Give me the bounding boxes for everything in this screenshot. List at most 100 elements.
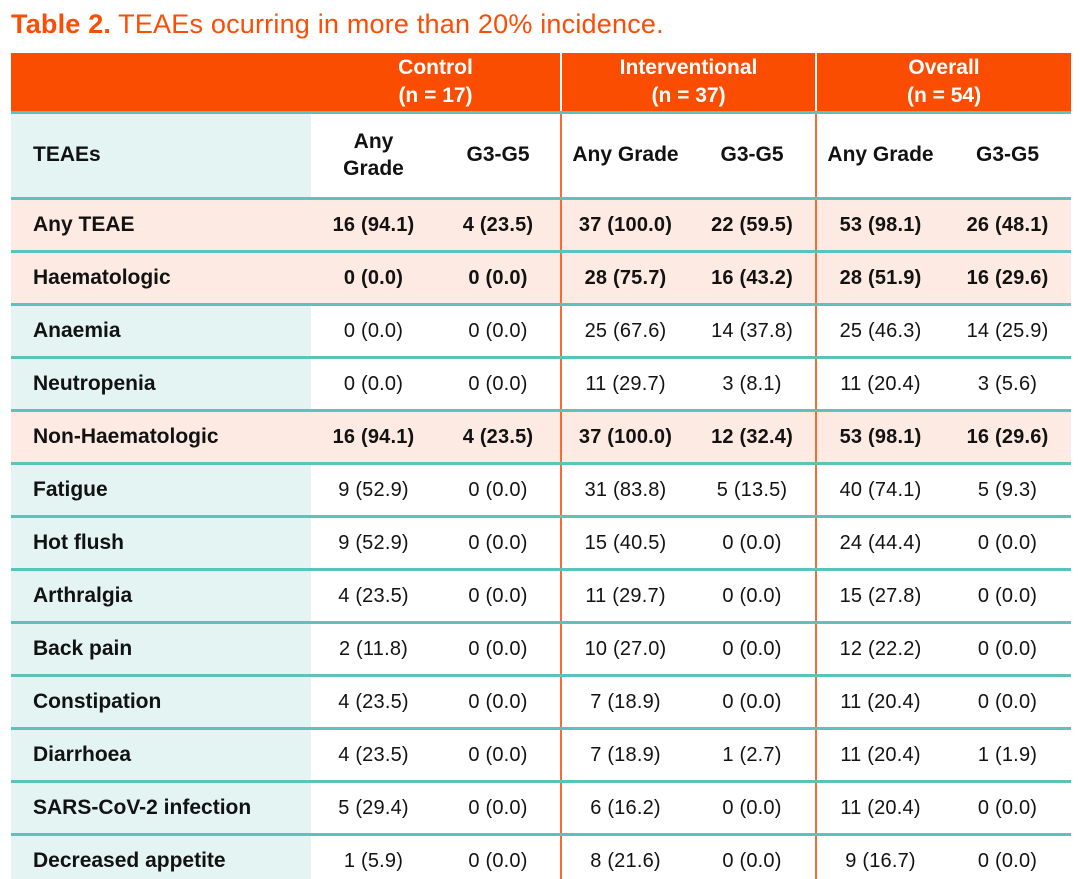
table-cell: 16 (29.6) — [944, 410, 1072, 464]
table-title-text: TEAEs ocurring in more than 20% incidenc… — [118, 9, 664, 39]
table-cell: 9 (52.9) — [311, 463, 436, 517]
table-row: Anaemia 0 (0.0) 0 (0.0) 25 (67.6) 14 (37… — [11, 304, 1072, 358]
group-header-control: Control (n = 17) — [311, 53, 561, 114]
table-cell: 26 (48.1) — [944, 198, 1072, 252]
table-cell: 1 (5.9) — [311, 834, 436, 879]
table-cell: 0 (0.0) — [689, 781, 817, 835]
table-cell: 37 (100.0) — [560, 410, 689, 464]
row-label: SARS-CoV-2 infection — [11, 781, 311, 835]
table-cell: 11 (20.4) — [815, 728, 945, 782]
table-cell: 14 (37.8) — [689, 304, 817, 358]
table-row: Constipation 4 (23.5) 0 (0.0) 7 (18.9) 0… — [11, 675, 1072, 729]
table-cell: 16 (94.1) — [311, 410, 436, 464]
group-name: Overall — [908, 55, 980, 79]
table-cell: 0 (0.0) — [436, 622, 561, 676]
table-cell: 25 (46.3) — [815, 304, 945, 358]
table-cell: 0 (0.0) — [944, 675, 1072, 729]
row-label: Haematologic — [11, 251, 311, 305]
table-cell: 12 (22.2) — [815, 622, 945, 676]
table-title: Table 2. TEAEs ocurring in more than 20% … — [11, 9, 1080, 40]
table-cell: 31 (83.8) — [560, 463, 689, 517]
table-cell: 8 (21.6) — [560, 834, 689, 879]
table-row: Neutropenia 0 (0.0) 0 (0.0) 11 (29.7) 3 … — [11, 357, 1072, 411]
table-cell: 0 (0.0) — [689, 569, 817, 623]
table-cell: 9 (52.9) — [311, 516, 436, 570]
table-row: Back pain 2 (11.8) 0 (0.0) 10 (27.0) 0 (… — [11, 622, 1072, 676]
table-cell: 0 (0.0) — [436, 569, 561, 623]
table-cell: 11 (20.4) — [815, 675, 945, 729]
table-cell: 0 (0.0) — [944, 622, 1072, 676]
row-label: Hot flush — [11, 516, 311, 570]
table-cell: 7 (18.9) — [560, 728, 689, 782]
row-label: Anaemia — [11, 304, 311, 358]
group-n: (n = 37) — [651, 84, 726, 107]
table-cell: 0 (0.0) — [436, 251, 561, 305]
table-cell: 22 (59.5) — [689, 198, 817, 252]
table-cell: 9 (16.7) — [815, 834, 945, 879]
table-cell: 0 (0.0) — [689, 622, 817, 676]
table-cell: 5 (13.5) — [689, 463, 817, 517]
group-name: Interventional — [619, 55, 758, 79]
table-cell: 4 (23.5) — [436, 198, 561, 252]
row-label: Back pain — [11, 622, 311, 676]
table-cell: 0 (0.0) — [311, 357, 436, 411]
table-cell: 0 (0.0) — [689, 675, 817, 729]
table-cell: 28 (75.7) — [560, 251, 689, 305]
table-cell: 1 (1.9) — [944, 728, 1072, 782]
table-cell: 0 (0.0) — [944, 516, 1072, 570]
group-n: (n = 54) — [906, 84, 982, 107]
table-cell: 0 (0.0) — [944, 781, 1072, 835]
table-cell: 11 (29.7) — [560, 569, 689, 623]
table-cell: 0 (0.0) — [944, 834, 1072, 879]
table-row: Non-Haematologic 16 (94.1) 4 (23.5) 37 (… — [11, 410, 1072, 464]
row-label: Neutropenia — [11, 357, 311, 411]
table-cell: 4 (23.5) — [311, 569, 436, 623]
row-label: Constipation — [11, 675, 311, 729]
row-label: Diarrhoea — [11, 728, 311, 782]
table-cell: 11 (20.4) — [815, 357, 945, 411]
table-title-prefix: Table 2. — [11, 9, 112, 39]
table-row: Fatigue 9 (52.9) 0 (0.0) 31 (83.8) 5 (13… — [11, 463, 1072, 517]
table-cell: 40 (74.1) — [815, 463, 945, 517]
group-header-interventional: Interventional (n = 37) — [559, 53, 817, 114]
table-cell: 2 (11.8) — [311, 622, 436, 676]
table-cell: 0 (0.0) — [311, 251, 436, 305]
column-header-g3-g5: G3-G5 — [436, 112, 561, 200]
table-cell: 0 (0.0) — [436, 304, 561, 358]
column-header-row: TEAEs Any Grade G3-G5 Any Grade G3-G5 An… — [11, 112, 1072, 200]
table-cell: 7 (18.9) — [560, 675, 689, 729]
table-cell: 12 (32.4) — [689, 410, 817, 464]
row-label: Non-Haematologic — [11, 410, 311, 464]
group-header-row: Control (n = 17) Interventional (n = 37)… — [11, 53, 1072, 114]
group-header-overall: Overall (n = 54) — [815, 53, 1072, 114]
table-cell: 15 (27.8) — [815, 569, 945, 623]
table-body: Any TEAE 16 (94.1) 4 (23.5) 37 (100.0) 2… — [11, 198, 1072, 879]
row-label: Any TEAE — [11, 198, 311, 252]
table-cell: 5 (9.3) — [944, 463, 1072, 517]
table-cell: 0 (0.0) — [436, 834, 561, 879]
table-cell: 37 (100.0) — [560, 198, 689, 252]
column-header-any-grade: Any Grade — [311, 112, 436, 200]
table-cell: 11 (29.7) — [560, 357, 689, 411]
table-cell: 3 (5.6) — [944, 357, 1072, 411]
teae-table: Control (n = 17) Interventional (n = 37)… — [11, 53, 1072, 879]
column-header-teaes: TEAEs — [11, 112, 311, 200]
table-cell: 0 (0.0) — [436, 675, 561, 729]
table-cell: 0 (0.0) — [436, 463, 561, 517]
group-n: (n = 17) — [398, 84, 473, 107]
group-name: Control — [398, 55, 473, 79]
table-row: Hot flush 9 (52.9) 0 (0.0) 15 (40.5) 0 (… — [11, 516, 1072, 570]
table-row: Haematologic 0 (0.0) 0 (0.0) 28 (75.7) 1… — [11, 251, 1072, 305]
table-cell: 4 (23.5) — [436, 410, 561, 464]
column-header-g3-g5: G3-G5 — [689, 112, 817, 200]
table-cell: 0 (0.0) — [436, 781, 561, 835]
table-cell: 14 (25.9) — [944, 304, 1072, 358]
table-cell: 25 (67.6) — [560, 304, 689, 358]
table-cell: 10 (27.0) — [560, 622, 689, 676]
table-cell: 16 (29.6) — [944, 251, 1072, 305]
table-header: Control (n = 17) Interventional (n = 37)… — [11, 53, 1072, 200]
table-row: Diarrhoea 4 (23.5) 0 (0.0) 7 (18.9) 1 (2… — [11, 728, 1072, 782]
table-cell: 28 (51.9) — [815, 251, 945, 305]
table-cell: 0 (0.0) — [689, 516, 817, 570]
